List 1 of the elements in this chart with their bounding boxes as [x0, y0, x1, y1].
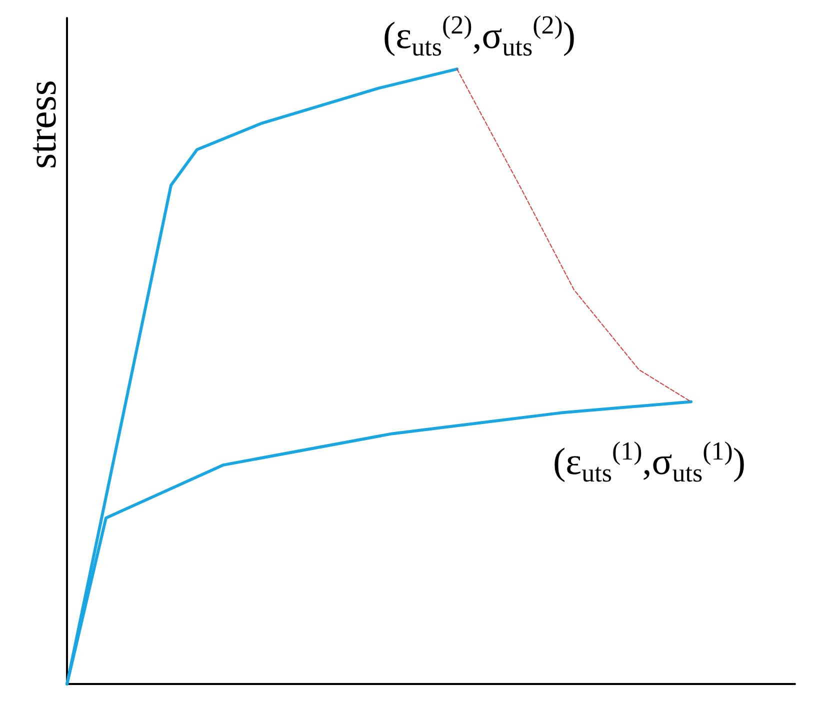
y-axis-title: stress	[20, 80, 64, 169]
